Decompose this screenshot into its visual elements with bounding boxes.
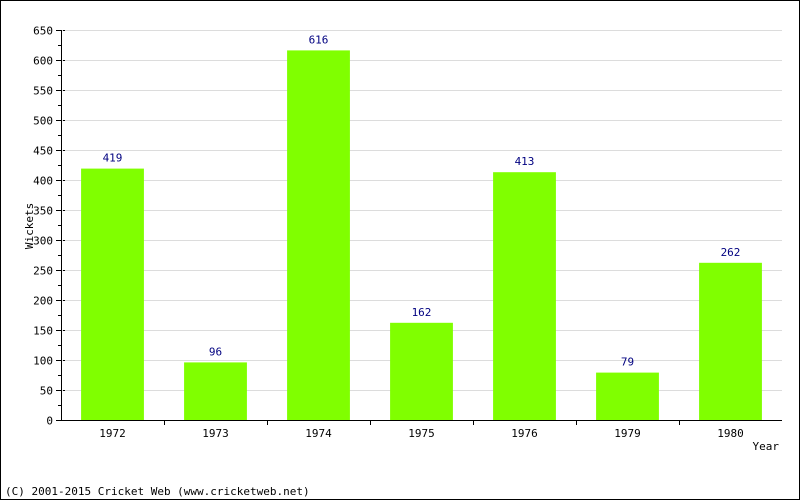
x-category-label: 1979 [614, 427, 641, 440]
y-tick-label: 0 [46, 415, 53, 428]
y-tick-label: 450 [33, 145, 53, 158]
bar-data-label: 616 [309, 33, 329, 46]
bar [287, 50, 350, 421]
y-tick-label: 650 [33, 25, 53, 38]
x-category-label: 1972 [99, 427, 126, 440]
bar [699, 262, 762, 420]
axes [56, 30, 782, 425]
bar-data-label: 413 [515, 155, 535, 168]
bar-data-label: 79 [621, 356, 634, 369]
gridlines [61, 30, 782, 391]
y-tick-label: 100 [33, 355, 53, 368]
x-category-label: 1975 [408, 427, 435, 440]
y-tick-label: 200 [33, 295, 53, 308]
data-labels: 419 96 616 162 413 79 262 [103, 33, 741, 368]
y-tick-label: 600 [33, 55, 53, 68]
x-category-label: 1973 [202, 427, 229, 440]
x-category-label: 1974 [305, 427, 332, 440]
bar [81, 168, 144, 420]
y-axis-title: Wickets [23, 203, 36, 249]
x-category-labels: 1972 1973 1974 1975 1976 1979 1980 [99, 427, 744, 440]
y-tick-label: 150 [33, 325, 53, 338]
y-tick-label: 50 [40, 385, 53, 398]
bar-data-label: 162 [412, 306, 432, 319]
bar-data-label: 419 [103, 152, 123, 165]
y-tick-label: 550 [33, 85, 53, 98]
bar [596, 372, 659, 420]
bar-data-label: 96 [209, 345, 222, 358]
bar [390, 322, 453, 420]
x-category-label: 1980 [717, 427, 744, 440]
y-tick-label: 250 [33, 265, 53, 278]
bars [81, 50, 762, 421]
y-tick-label: 350 [33, 205, 53, 218]
y-tick-labels: 0 50 100 150 200 250 300 350 400 450 500 550 600 650 [33, 25, 53, 428]
copyright-footer: (C) 2001-2015 Cricket Web (www.cricketwe… [5, 485, 310, 498]
bar-data-label: 262 [721, 246, 741, 259]
x-axis-title: Year [753, 440, 780, 453]
y-tick-label: 400 [33, 175, 53, 188]
y-tick-label: 300 [33, 235, 53, 248]
bar [184, 362, 247, 420]
bar [493, 172, 556, 420]
y-tick-label: 500 [33, 115, 53, 128]
x-category-label: 1976 [511, 427, 538, 440]
